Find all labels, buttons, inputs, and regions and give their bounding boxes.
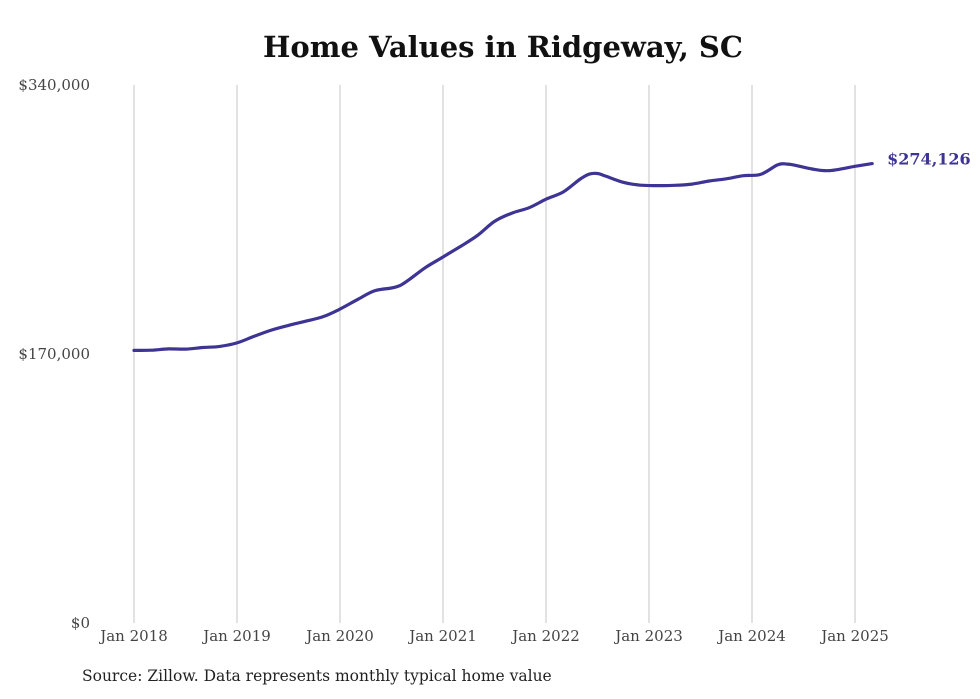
x-tick-label: Jan 2025 xyxy=(819,627,889,645)
y-tick-label: $0 xyxy=(71,614,90,632)
series-layer xyxy=(132,162,874,352)
x-tick-label: Jan 2023 xyxy=(613,627,683,645)
end-value-label: $274,126 xyxy=(887,150,971,169)
x-tick-label: Jan 2024 xyxy=(716,627,786,645)
chart-title: Home Values in Ridgeway, SC xyxy=(263,30,743,64)
y-tick-label: $340,000 xyxy=(18,76,90,94)
series-line-home-value xyxy=(132,162,874,352)
y-axis-labels: $0 $170,000 $340,000 xyxy=(18,76,90,632)
x-tick-label: Jan 2022 xyxy=(510,627,580,645)
source-note: Source: Zillow. Data represents monthly … xyxy=(82,667,552,685)
x-tick-label: Jan 2019 xyxy=(201,627,271,645)
x-axis-labels: Jan 2018 Jan 2019 Jan 2020 Jan 2021 Jan 2022… xyxy=(98,627,889,645)
data-labels: $274,126 xyxy=(887,150,971,169)
y-tick-label: $170,000 xyxy=(18,345,90,363)
x-tick-label: Jan 2020 xyxy=(304,627,374,645)
x-tick-label: Jan 2021 xyxy=(407,627,477,645)
grid-layer xyxy=(133,85,856,623)
x-tick-label: Jan 2018 xyxy=(98,627,168,645)
